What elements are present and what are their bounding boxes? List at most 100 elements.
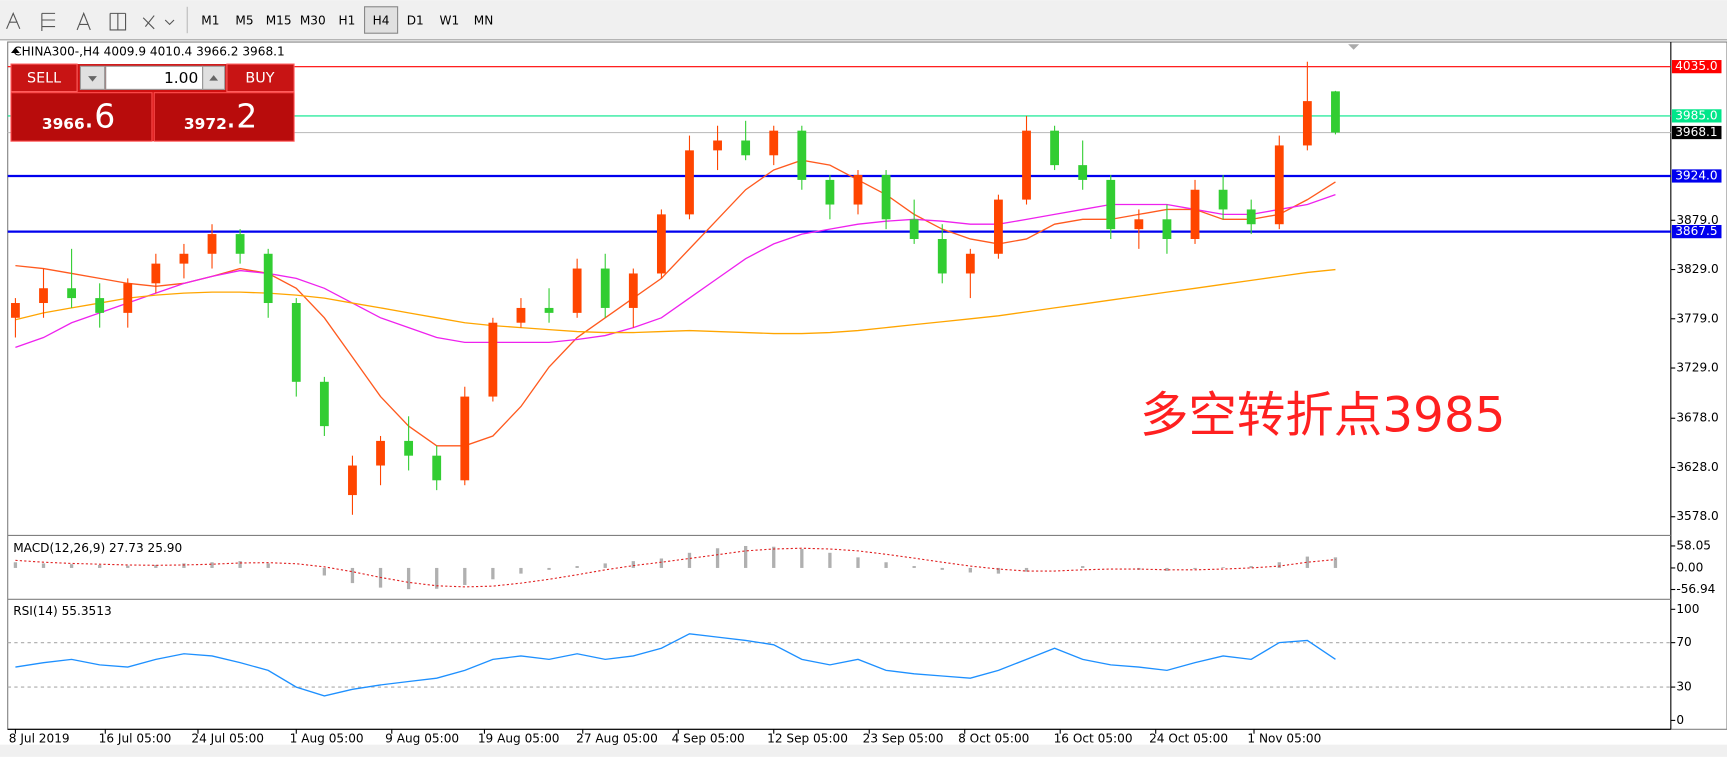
candle-body xyxy=(1331,91,1340,133)
moving-average xyxy=(15,194,1336,348)
timeframes: M1 M5 M15 M30 H1 H4 D1 W1 MN xyxy=(201,6,494,34)
macd-signal xyxy=(15,547,1336,588)
x-tick-label: 8 Jul 2019 xyxy=(9,732,70,746)
level-label: 3985.0 xyxy=(1675,108,1717,122)
chart-title: CHINA300-,H4 4009.9 4010.4 3966.2 3968.1 xyxy=(13,44,284,58)
toolbar: M1 M5 M15 M30 H1 H4 D1 W1 MN xyxy=(0,0,1727,41)
candle-body xyxy=(965,253,975,274)
buy-price-main: 3972 xyxy=(184,115,227,133)
timeframe-label: M5 xyxy=(235,14,253,28)
buy-price-box[interactable] xyxy=(153,92,295,142)
level-label: 3968.1 xyxy=(1675,125,1717,139)
candle-body xyxy=(235,234,245,254)
y-tick-label: 30 xyxy=(1676,680,1691,694)
y-tick-label: 3628.0 xyxy=(1676,460,1718,474)
sell-price-box[interactable] xyxy=(10,92,153,142)
candle-body xyxy=(319,381,329,427)
sell-button[interactable] xyxy=(10,63,78,93)
y-tick-label: 100 xyxy=(1676,602,1699,616)
y-tick-label: 3779.0 xyxy=(1676,311,1718,325)
candle-body xyxy=(1022,130,1031,200)
candle-body xyxy=(95,298,105,313)
icon-arrows[interactable] xyxy=(142,15,175,30)
candle-body xyxy=(404,440,414,456)
candle-body xyxy=(937,238,947,274)
candle-body xyxy=(881,174,891,220)
x-tick-label: 19 Aug 05:00 xyxy=(478,732,560,746)
candle-body xyxy=(460,396,470,481)
x-tick-label: 16 Jul 05:00 xyxy=(99,732,172,746)
x-tick-label: 1 Nov 05:00 xyxy=(1247,732,1321,746)
candle-body xyxy=(741,140,751,156)
macd-title: MACD(12,26,9) 27.73 25.90 xyxy=(13,541,182,555)
sell-price-tail: .6 xyxy=(84,97,116,136)
level-label-bg xyxy=(1671,169,1722,183)
y-tick-label: 3879.0 xyxy=(1676,213,1718,227)
candle-body xyxy=(376,440,385,466)
level-label: 3924.0 xyxy=(1675,168,1717,182)
icon-label[interactable] xyxy=(109,12,127,31)
candle-body xyxy=(853,174,863,205)
candle-body xyxy=(600,268,610,308)
buy-price-tail: .2 xyxy=(226,97,258,136)
candle-body xyxy=(1162,219,1172,239)
rsi-line xyxy=(15,633,1336,697)
x-tick-label: 27 Aug 05:00 xyxy=(576,732,658,746)
level-label-bg xyxy=(1671,109,1722,123)
candle-body xyxy=(797,130,807,180)
y-tick-label: 0 xyxy=(1676,713,1684,727)
candle-body xyxy=(713,140,722,151)
moving-average xyxy=(15,159,1336,447)
candle-body xyxy=(179,253,189,264)
timeframe-button[interactable] xyxy=(364,6,399,34)
candle-body xyxy=(544,307,554,313)
buy-button[interactable] xyxy=(226,63,295,93)
x-tick-label: 12 Sep 05:00 xyxy=(767,732,848,746)
timeframe-label: MN xyxy=(474,14,494,28)
level-label-bg xyxy=(1671,125,1722,140)
level-label-bg xyxy=(1671,225,1722,239)
candle-body xyxy=(432,455,442,481)
candle-body xyxy=(1218,189,1228,210)
candle-body xyxy=(291,303,301,382)
candle-body xyxy=(348,465,357,496)
timeframe-label: M15 xyxy=(266,14,292,28)
level-label: 4035.0 xyxy=(1675,59,1717,73)
candle-body xyxy=(1078,165,1088,180)
x-tick-label: 16 Oct 05:00 xyxy=(1054,732,1133,746)
title-arrow xyxy=(11,47,20,54)
icon-text[interactable] xyxy=(76,11,91,31)
y-tick-label: 58.05 xyxy=(1676,538,1711,552)
up-arrow xyxy=(209,75,219,81)
candle-body xyxy=(1190,189,1200,239)
candle-body xyxy=(628,273,638,308)
buy-label: BUY xyxy=(245,70,274,86)
candle-body xyxy=(685,150,694,215)
x-tick-label: 24 Oct 05:00 xyxy=(1149,732,1228,746)
icon-fibo[interactable] xyxy=(6,11,21,30)
y-tick-label: 3678.0 xyxy=(1676,411,1718,425)
y-tick-label: 3578.0 xyxy=(1676,509,1718,523)
level-label: 3867.5 xyxy=(1675,224,1717,238)
moving-average xyxy=(15,268,1336,335)
x-tick-label: 23 Sep 05:00 xyxy=(863,732,944,746)
candle-body xyxy=(656,214,666,274)
candle-body xyxy=(39,288,48,304)
lot-value: 1.00 xyxy=(164,69,198,87)
candle-body xyxy=(67,288,76,299)
one-click-trading: SELL 1.00 BUY 3966 .6 3972 .2 xyxy=(10,63,295,142)
icon-fan[interactable] xyxy=(41,12,56,32)
tabs-bar xyxy=(0,744,1727,757)
tool-icons xyxy=(6,11,175,32)
timeframe-label: H1 xyxy=(339,14,356,28)
y-tick-label: 0.00 xyxy=(1676,560,1703,574)
sell-price-main: 3966 xyxy=(42,115,85,133)
y-tick-label: 3729.0 xyxy=(1676,361,1718,375)
candle-body xyxy=(1246,209,1256,225)
shift-marker xyxy=(1348,44,1360,50)
sell-label: SELL xyxy=(27,70,61,86)
y-tick-label: 3829.0 xyxy=(1676,262,1718,276)
rsi-title: RSI(14) 55.3513 xyxy=(13,604,111,618)
